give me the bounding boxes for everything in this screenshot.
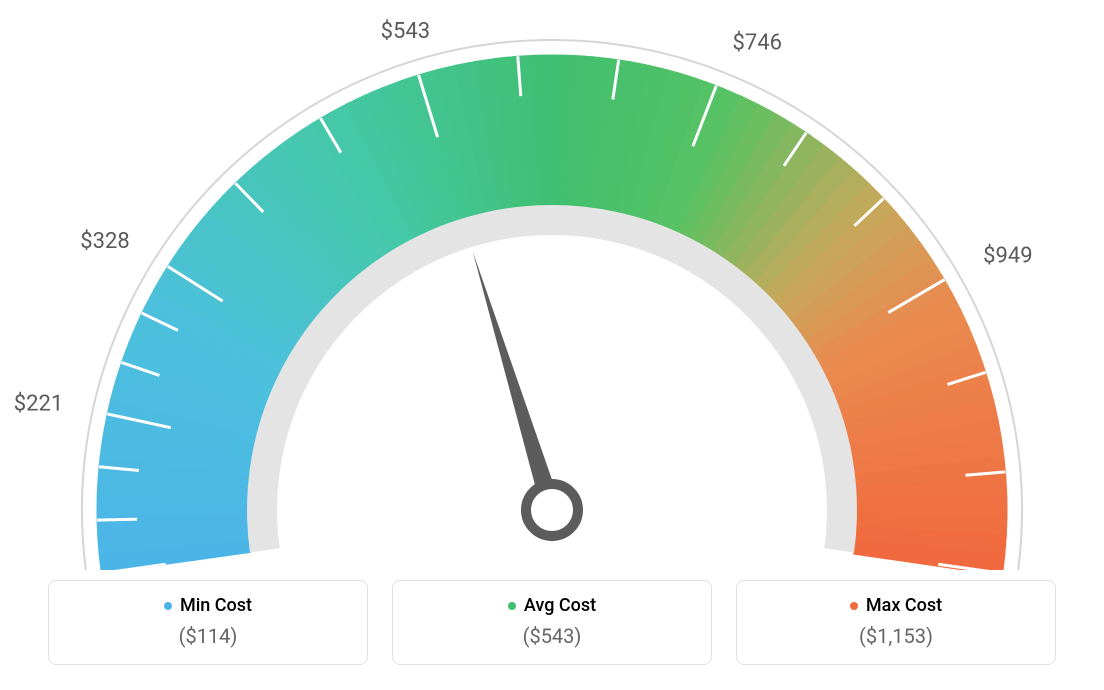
legend-value-max: ($1,153) [755,624,1037,648]
gauge-tick-label: $221 [14,391,63,416]
legend-label-max: Max Cost [755,595,1037,616]
gauge-tick-label: $746 [733,31,782,56]
legend-box-min: Min Cost ($114) [48,580,368,665]
legend-label-avg-text: Avg Cost [524,595,596,616]
gauge-tick-label: $949 [983,244,1032,269]
gauge-tick-label: $543 [381,19,430,44]
dot-icon [508,602,516,610]
gauge-tick-label: $328 [80,229,129,254]
legend-box-max: Max Cost ($1,153) [736,580,1056,665]
legend-label-max-text: Max Cost [866,595,942,616]
dot-icon [850,602,858,610]
legend-label-min-text: Min Cost [180,595,252,616]
legend-label-min: Min Cost [67,595,349,616]
legend-value-min: ($114) [67,624,349,648]
gauge-svg: $114$328$543$746$949$1,153$221 [0,0,1104,570]
gauge-chart: $114$328$543$746$949$1,153$221 [0,0,1104,570]
legend-row: Min Cost ($114) Avg Cost ($543) Max Cost… [0,580,1104,665]
dot-icon [164,602,172,610]
legend-value-avg: ($543) [411,624,693,648]
legend-label-avg: Avg Cost [411,595,693,616]
legend-box-avg: Avg Cost ($543) [392,580,712,665]
